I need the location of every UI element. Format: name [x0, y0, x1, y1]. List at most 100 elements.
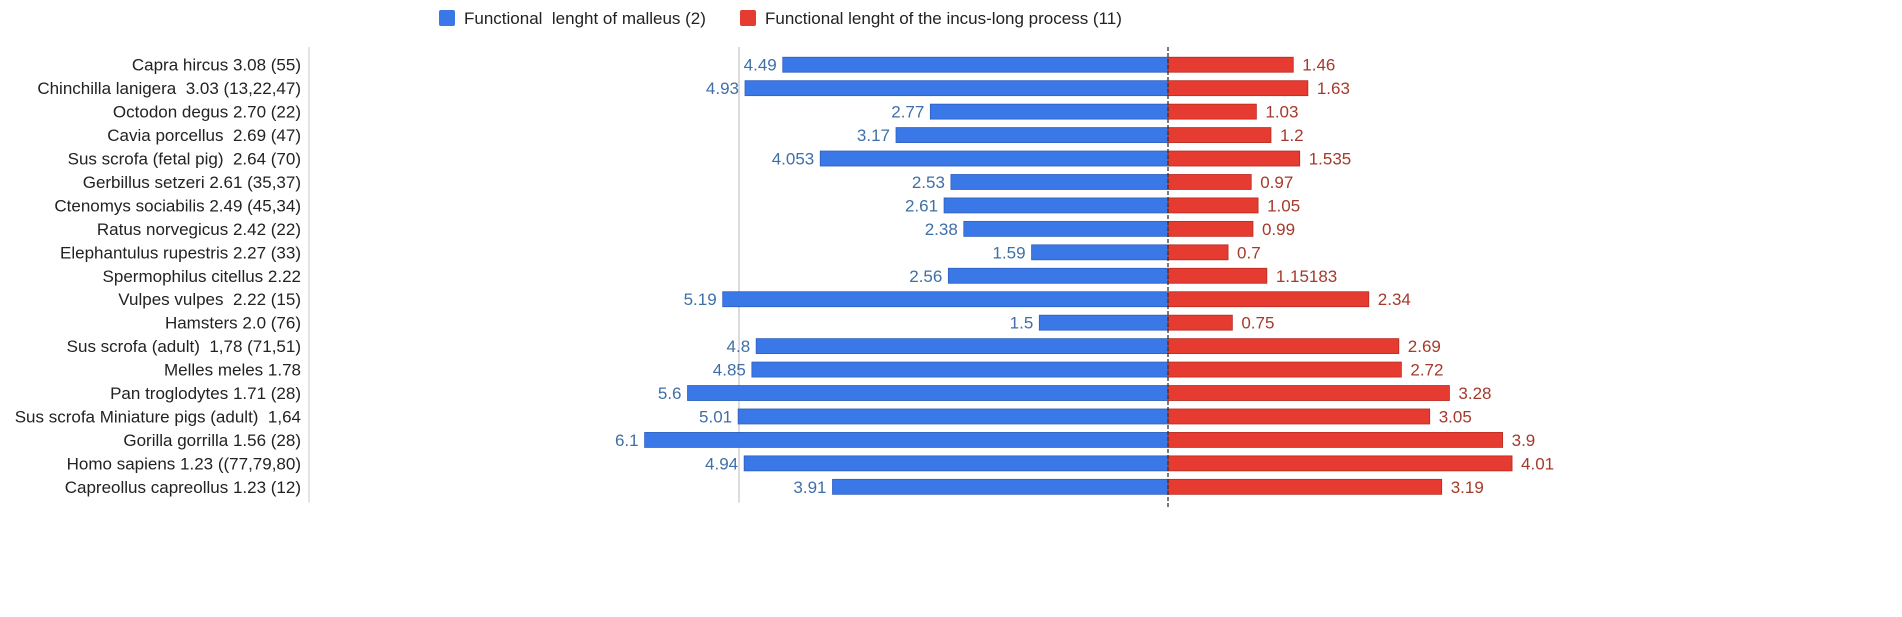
- data-label-malleus: 2.53: [912, 173, 945, 192]
- data-label-malleus: 4.93: [706, 79, 739, 98]
- legend: Functional lenght of malleus (2) Function…: [439, 9, 1122, 28]
- bar-malleus: [737, 408, 1169, 425]
- data-label-incus: 3.19: [1451, 478, 1484, 497]
- bar-malleus: [943, 197, 1169, 214]
- category-label: Ratus norvegicus 2.42 (22): [97, 220, 301, 239]
- data-label-incus: 1.03: [1265, 103, 1298, 122]
- data-label-malleus: 3.91: [793, 478, 826, 497]
- category-label: Cavia porcellus 2.69 (47): [107, 126, 301, 145]
- category-label: Ctenomys sociabilis 2.49 (45,34): [54, 196, 301, 215]
- bar-incus: [1167, 220, 1254, 237]
- data-label-malleus: 5.01: [699, 407, 732, 426]
- bar-malleus: [755, 338, 1169, 355]
- bar-incus: [1167, 338, 1400, 355]
- category-label: Sus scrofa (fetal pig) 2.64 (70): [68, 150, 301, 169]
- category-label: Capra hircus 3.08 (55): [132, 56, 301, 75]
- data-label-malleus: 1.59: [992, 243, 1025, 262]
- bar-incus: [1167, 432, 1504, 448]
- data-label-incus: 3.9: [1512, 431, 1536, 450]
- data-label-malleus: 4.8: [727, 337, 751, 356]
- data-label-malleus: 4.94: [705, 454, 738, 473]
- data-label-malleus: 2.56: [909, 267, 942, 286]
- bar-incus: [1167, 103, 1257, 120]
- bar-incus: [1167, 267, 1268, 284]
- data-label-malleus: 4.85: [713, 361, 746, 380]
- data-label-incus: 0.75: [1241, 314, 1274, 333]
- bar-incus: [1167, 56, 1294, 73]
- category-label: Spermophilus citellus 2.22: [103, 267, 301, 286]
- bar-malleus: [819, 150, 1169, 167]
- category-label: Gerbillus setzeri 2.61 (35,37): [83, 173, 301, 192]
- data-label-incus: 2.72: [1410, 361, 1443, 380]
- bar-incus: [1167, 385, 1450, 401]
- category-label: Sus scrofa Miniature pigs (adult) 1,64: [15, 407, 301, 426]
- data-label-incus: 2.34: [1378, 290, 1411, 309]
- bar-malleus: [744, 80, 1169, 97]
- data-label-malleus: 1.5: [1010, 314, 1034, 333]
- bar-malleus: [751, 361, 1169, 378]
- bar-malleus: [832, 478, 1169, 495]
- bar-incus: [1167, 478, 1443, 495]
- data-label-malleus: 2.77: [891, 103, 924, 122]
- bar-malleus: [1038, 314, 1169, 331]
- bar-malleus: [743, 455, 1169, 472]
- data-label-malleus: 5.6: [658, 384, 682, 403]
- bar-malleus: [782, 56, 1169, 73]
- bar-malleus: [950, 174, 1169, 190]
- incus-series: [1167, 56, 1513, 495]
- data-label-incus: 3.05: [1439, 407, 1472, 426]
- bar-incus: [1167, 197, 1259, 214]
- data-label-malleus: 5.19: [684, 290, 717, 309]
- bar-malleus: [963, 220, 1169, 237]
- data-label-incus: 1.63: [1317, 79, 1350, 98]
- bar-malleus: [947, 267, 1169, 284]
- bar-malleus: [929, 103, 1169, 120]
- category-axis: Capra hircus 3.08 (55) Chinchilla laniger…: [15, 47, 310, 503]
- data-label-incus: 1.535: [1309, 150, 1352, 169]
- bar-incus: [1167, 291, 1370, 308]
- data-label-incus: 1.15183: [1276, 267, 1337, 286]
- data-label-incus: 0.99: [1262, 220, 1295, 239]
- data-label-incus: 1.2: [1280, 126, 1304, 145]
- category-label: Vulpes vulpes 2.22 (15): [118, 290, 301, 309]
- legend-swatch-malleus: [439, 10, 455, 26]
- category-label: Octodon degus 2.70 (22): [113, 103, 301, 122]
- bar-incus: [1167, 244, 1229, 261]
- data-label-malleus: 6.1: [615, 431, 639, 450]
- data-label-incus: 1.05: [1267, 196, 1300, 215]
- bar-malleus: [895, 127, 1169, 143]
- category-label: Melles meles 1.78: [164, 361, 301, 380]
- bar-incus: [1167, 80, 1309, 97]
- category-label: Chinchilla lanigera 3.03 (13,22,47): [37, 79, 301, 98]
- bar-malleus: [1031, 244, 1169, 261]
- bar-incus: [1167, 150, 1301, 167]
- legend-swatch-incus: [740, 10, 756, 26]
- data-label-malleus: 4.053: [772, 150, 815, 169]
- bar-malleus: [687, 385, 1169, 401]
- data-label-incus: 3.28: [1458, 384, 1491, 403]
- data-labels: 4.49 1.464.93 1.632.77 1.033.17 1.24.053 1.53…: [615, 56, 1554, 497]
- bar-incus: [1167, 174, 1252, 190]
- malleus-series: [644, 56, 1169, 495]
- bar-incus: [1167, 408, 1431, 425]
- bar-incus: [1167, 127, 1272, 143]
- category-label: Gorilla gorrilla 1.56 (28): [123, 431, 301, 450]
- category-label: Pan troglodytes 1.71 (28): [110, 384, 301, 403]
- data-label-incus: 1.46: [1302, 56, 1335, 75]
- data-label-malleus: 4.49: [744, 56, 777, 75]
- bar-incus: [1167, 455, 1513, 472]
- data-label-incus: 2.69: [1408, 337, 1441, 356]
- category-label: Homo sapiens 1.23 ((77,79,80): [67, 454, 301, 473]
- data-label-malleus: 2.61: [905, 196, 938, 215]
- data-label-malleus: 3.17: [857, 126, 890, 145]
- data-label-malleus: 2.38: [925, 220, 958, 239]
- data-label-incus: 0.7: [1237, 243, 1261, 262]
- bar-incus: [1167, 361, 1402, 378]
- data-label-incus: 4.01: [1521, 454, 1554, 473]
- category-label: Sus scrofa (adult) 1,78 (71,51): [67, 337, 301, 356]
- category-label: Elephantulus rupestris 2.27 (33): [60, 243, 301, 262]
- legend-label-incus: Functional lenght of the incus-long proc…: [765, 9, 1122, 28]
- bar-incus: [1167, 314, 1233, 331]
- category-label: Capreollus capreollus 1.23 (12): [65, 478, 301, 497]
